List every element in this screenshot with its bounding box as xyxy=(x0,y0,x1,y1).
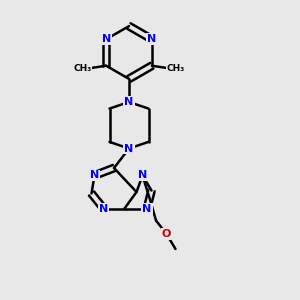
Text: N: N xyxy=(142,203,152,214)
Text: O: O xyxy=(162,229,171,239)
Text: N: N xyxy=(99,203,108,214)
Text: N: N xyxy=(124,97,134,107)
Text: N: N xyxy=(124,143,134,154)
Text: CH₃: CH₃ xyxy=(73,64,91,73)
Text: N: N xyxy=(138,170,147,181)
Text: N: N xyxy=(147,34,157,44)
Text: N: N xyxy=(90,170,99,181)
Text: N: N xyxy=(101,34,111,44)
Text: CH₃: CH₃ xyxy=(167,64,185,73)
